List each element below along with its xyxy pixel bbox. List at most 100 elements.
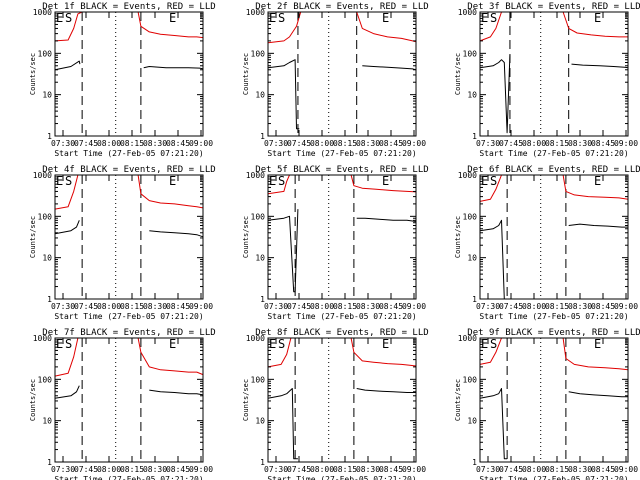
det8-xtick-label-1: 07:45 — [287, 465, 311, 474]
det7-title: Det 7f BLACK = Events, RED = LLD — [42, 328, 215, 338]
det9-lld-series-1 — [562, 337, 629, 371]
det3-annotation-2: E — [594, 11, 601, 25]
det2-lld-series-0 — [267, 11, 302, 44]
det1-xtick-label-3: 08:15 — [120, 139, 144, 148]
det5-annotation-2: E — [382, 174, 389, 188]
det6-ytick-label-1: 10 — [467, 254, 477, 263]
det7-xtick-label-3: 08:15 — [120, 465, 144, 474]
det9-annotation-2: E — [594, 337, 601, 351]
det4-xlabel: Start Time (27-Feb-05 07:21:20) — [54, 312, 203, 321]
det8-ytick-label-0: 1 — [260, 458, 265, 467]
det8-xtick-label-6: 09:00 — [402, 465, 426, 474]
det2-xtick-label-2: 08:00 — [310, 139, 334, 148]
det2-ytick-label-3: 1000 — [246, 8, 265, 17]
det4-xtick-label-0: 07:30 — [51, 302, 75, 311]
det9-xtick-label-1: 07:45 — [499, 465, 523, 474]
det6-xtick-label-0: 07:30 — [476, 302, 500, 311]
det1-lld-series-1 — [137, 11, 204, 39]
det9-ylabel: Counts/sec — [454, 379, 462, 421]
det9-xtick-label-6: 09:00 — [614, 465, 638, 474]
det2-ytick-label-1: 10 — [255, 91, 265, 100]
det5-xtick-label-1: 07:45 — [287, 302, 311, 311]
det8-xtick-label-5: 08:45 — [379, 465, 403, 474]
det9-xtick-label-3: 08:15 — [545, 465, 569, 474]
det1-events-series-1 — [143, 66, 204, 70]
det3-ytick-label-2: 100 — [463, 49, 478, 58]
det2-xtick-label-3: 08:15 — [333, 139, 357, 148]
det7-xtick-label-2: 08:00 — [97, 465, 121, 474]
det8-annotation-2: E — [382, 337, 389, 351]
det5-title: Det 5f BLACK = Events, RED = LLD — [255, 165, 428, 175]
det6-plot-frame — [479, 174, 629, 300]
det7-ytick-label-0: 1 — [47, 458, 52, 467]
det8-ytick-label-1: 10 — [255, 417, 265, 426]
det6-xlabel: Start Time (27-Feb-05 07:21:20) — [479, 312, 628, 321]
det8-ytick-label-2: 100 — [251, 375, 266, 384]
det4-annotation-1: S — [65, 174, 72, 188]
det1-ytick-label-0: 1 — [47, 132, 52, 141]
det6-xtick-label-4: 08:30 — [568, 302, 592, 311]
det2-xtick-label-1: 07:45 — [287, 139, 311, 148]
det4-plot-frame — [54, 174, 204, 300]
det1-lld-series-0 — [54, 11, 83, 42]
det4-events-series-0 — [54, 220, 80, 235]
det7-xtick-label-6: 09:00 — [189, 465, 213, 474]
det8-xtick-label-0: 07:30 — [264, 465, 288, 474]
det1-xtick-label-6: 09:00 — [189, 139, 213, 148]
det8-ylabel: Counts/sec — [242, 379, 250, 421]
det5-events-series-1 — [356, 217, 417, 222]
det8-xlabel: Start Time (27-Feb-05 07:21:20) — [267, 475, 416, 480]
det2-xtick-label-6: 09:00 — [402, 139, 426, 148]
det9-events-series-1 — [568, 391, 628, 398]
det2-annotation-1: S — [278, 11, 285, 25]
det1-events-series-0 — [54, 60, 81, 71]
det7-ytick-label-1: 10 — [42, 417, 52, 426]
det9-events-series-0 — [479, 388, 508, 460]
det6-ytick-label-0: 1 — [472, 295, 477, 304]
det7-ytick-label-3: 1000 — [33, 334, 52, 343]
det5-ylabel: Counts/sec — [242, 216, 250, 258]
det4-annotation-2: E — [169, 174, 176, 188]
det5-xtick-label-5: 08:45 — [379, 302, 403, 311]
det6-xtick-label-1: 07:45 — [499, 302, 523, 311]
det7-xlabel: Start Time (27-Feb-05 07:21:20) — [54, 475, 203, 480]
det4-ytick-label-3: 1000 — [33, 171, 52, 180]
det1-annotation-0: E — [56, 11, 63, 25]
det2-ylabel: Counts/sec — [242, 53, 250, 95]
det2-annotation-0: E — [269, 11, 276, 25]
det3-lld-series-1 — [562, 11, 628, 38]
det2-xlabel: Start Time (27-Feb-05 07:21:20) — [267, 149, 416, 158]
det3-ytick-label-3: 1000 — [458, 8, 477, 17]
det4-xtick-label-3: 08:15 — [120, 302, 144, 311]
det5-xtick-label-2: 08:00 — [310, 302, 334, 311]
det3-xtick-label-4: 08:30 — [568, 139, 592, 148]
det1-xtick-label-1: 07:45 — [74, 139, 98, 148]
det4-ytick-label-1: 10 — [42, 254, 52, 263]
det2-events-series-0 — [267, 59, 300, 130]
det1-xtick-label-4: 08:30 — [143, 139, 167, 148]
det8-events-series-1 — [356, 388, 416, 393]
det5-plot-frame — [267, 174, 417, 300]
det7-xtick-label-1: 07:45 — [74, 465, 98, 474]
det1-annotation-1: S — [65, 11, 72, 25]
det4-xtick-label-2: 08:00 — [97, 302, 121, 311]
det6-events-series-0 — [479, 219, 508, 300]
det4-xtick-label-4: 08:30 — [143, 302, 167, 311]
det3-xlabel: Start Time (27-Feb-05 07:21:20) — [479, 149, 628, 158]
det1-xtick-label-5: 08:45 — [166, 139, 190, 148]
det8-ytick-label-3: 1000 — [246, 334, 265, 343]
det1-annotation-2: E — [169, 11, 176, 25]
det3-xtick-label-1: 07:45 — [499, 139, 523, 148]
det8-xtick-label-3: 08:15 — [333, 465, 357, 474]
det2-xtick-label-5: 08:45 — [379, 139, 403, 148]
det9-ytick-label-0: 1 — [472, 458, 477, 467]
det5-xtick-label-4: 08:30 — [356, 302, 380, 311]
det7-ytick-label-2: 100 — [38, 375, 53, 384]
det8-lld-series-1 — [350, 337, 417, 367]
det2-xtick-label-4: 08:30 — [356, 139, 380, 148]
det8-xtick-label-4: 08:30 — [356, 465, 380, 474]
det2-ytick-label-0: 1 — [260, 132, 265, 141]
det4-annotation-0: E — [56, 174, 63, 188]
det6-lld-series-1 — [562, 174, 629, 200]
